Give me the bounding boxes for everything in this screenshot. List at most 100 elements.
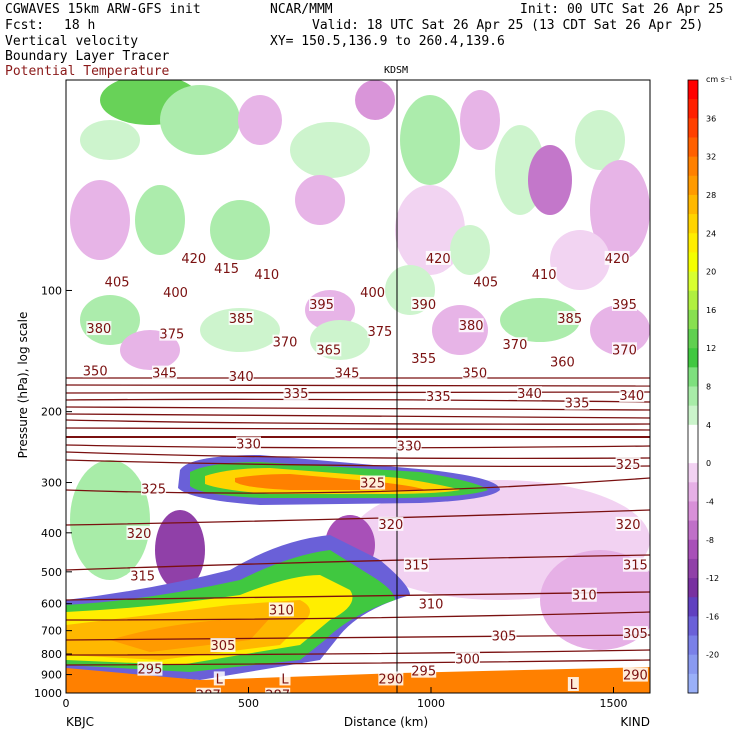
theta-label: 325 [360,477,385,492]
colorbar-swatch [688,233,698,253]
forecast-hour: 18 h [64,18,96,33]
theta-label-bg [403,557,429,572]
theta-label-bg [604,250,630,265]
init-time: Init: 00 UTC Sat 26 Apr 25 [520,2,724,17]
theta-label-bg [213,671,225,686]
theta-label: 405 [473,276,498,291]
theta-label: 287 [196,689,221,704]
theta-label: 345 [335,367,360,382]
theta-label-bg [141,481,167,496]
colorbar-label: -12 [706,574,719,583]
colorbar-swatch [688,194,698,215]
colorbar-label: -8 [706,536,714,545]
field-vertical-velocity: Vertical velocity [5,34,139,49]
theta-label: L [281,672,289,687]
theta-label-bg [619,388,645,403]
theta-label-bg [425,250,451,265]
theta-label: 420 [181,252,206,267]
colorbar-label: 16 [706,306,716,315]
colorbar-swatch [688,443,698,464]
colorbar-label: 24 [706,229,716,238]
y-tick-label: 900 [41,669,62,682]
theta-label-bg [396,438,422,453]
colorbar-swatch [688,80,698,100]
colorbar-swatch [688,156,698,177]
theta-label-bg [571,587,597,602]
theta-label-bg [411,350,437,365]
colorbar-swatch [688,137,698,158]
theta-label: 340 [619,389,644,404]
theta-label-bg [549,354,575,369]
colorbar-swatch [688,329,698,349]
theta-label: 370 [612,343,637,358]
theta-label-bg [517,386,543,401]
colorbar-swatch [688,405,698,426]
theta-label-bg [82,363,108,378]
colorbar-label: 28 [706,191,716,200]
theta-label-bg [126,525,152,540]
colorbar-swatch [688,501,698,522]
theta-label-bg [86,321,112,336]
theta-label-bg [411,663,437,678]
theta-label: 295 [138,663,163,678]
theta-label: 400 [360,286,385,301]
colorbar-swatch [688,118,698,138]
colorbar-swatch [688,520,698,541]
theta-label-bg [228,368,254,383]
y-tick-label: 200 [41,406,62,419]
theta-label: 380 [459,319,484,334]
colorbar: 36 32 28 24 20 16 12 8 4 0 -4 -8 -12 -16 -20 [687,79,719,694]
field-potential-temperature: Potential Temperature [5,64,170,79]
theta-label-bg [564,395,590,410]
theta-label-bg [254,266,280,281]
theta-label: 290 [378,672,403,687]
theta-label-bg [268,602,294,617]
theta-label: 315 [130,569,155,584]
colorbar-swatch [688,386,698,407]
x-axis: 0 500 1000 1500 [63,687,628,710]
theta-label-bg [622,667,648,682]
x-tick-label: 500 [238,697,259,710]
theta-label-bg [611,296,637,311]
theta-label-bg [334,365,360,380]
theta-label: 295 [411,665,436,680]
colorbar-label: 0 [706,459,711,468]
theta-label: 395 [612,298,637,313]
theta-label-bg [622,626,648,641]
theta-label: 305 [492,630,517,645]
theta-label-bg [210,638,236,653]
theta-label-bg [279,671,291,686]
theta-label-bg [411,296,437,311]
y-tick-label: 400 [41,527,62,540]
theta-label: 420 [426,252,451,267]
colorbar-swatch [688,367,698,387]
valid-time: Valid: 18 UTC Sat 26 Apr 25 (13 CDT Sat … [312,18,704,33]
theta-label: 315 [623,559,648,574]
x-tick-label: 1500 [600,697,628,710]
theta-label: 335 [284,387,309,402]
theta-label: 420 [605,252,630,267]
theta-label: 290 [623,669,648,684]
theta-labels: 420 420 420 415 410 410 405 405 400 400 395 395 390 3… [82,250,648,704]
theta-label: 360 [550,355,575,370]
org-label: NCAR/MMM [270,2,333,17]
theta-label: 390 [411,298,436,313]
colorbar-swatch [688,482,698,502]
theta-label: 305 [211,639,236,654]
theta-label-bg [265,687,291,693]
theta-label: 310 [572,589,597,604]
theta-label: 320 [378,518,403,533]
colorbar-swatch [688,99,698,119]
theta-label-bg [473,274,499,289]
theta-label: 315 [404,559,429,574]
theta-label-bg [272,334,298,349]
theta-label: 370 [503,338,528,353]
theta-label: 340 [517,387,542,402]
colorbar-swatch [688,348,698,368]
theta-label-bg [367,323,393,338]
plot-area: 420 420 420 415 410 410 405 405 400 400 395 395 390 3… [66,80,650,704]
theta-label: 335 [565,397,590,412]
model-title: CGWAVES 15km ARW-GFS init [5,2,201,17]
theta-label-bg [195,687,221,693]
theta-label-bg [228,310,254,325]
